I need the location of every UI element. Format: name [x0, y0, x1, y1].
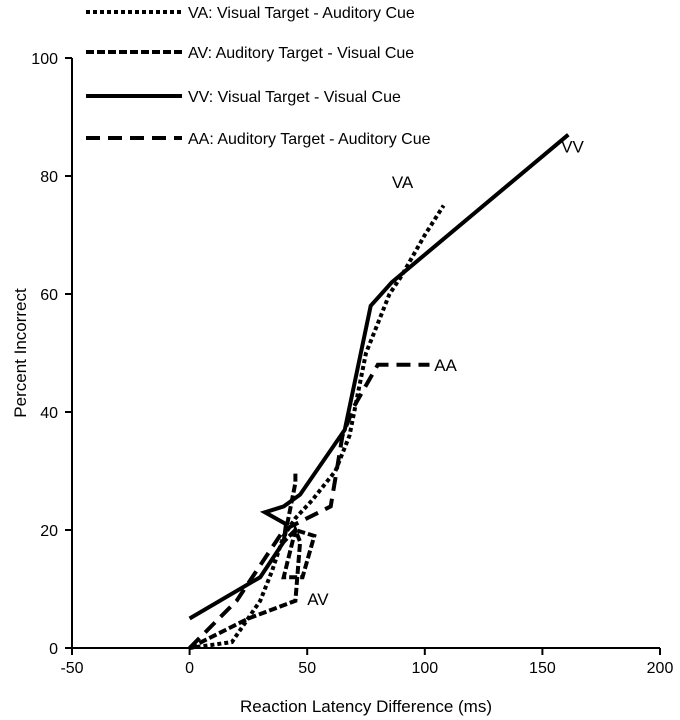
series-line-va	[189, 204, 446, 650]
legend-label-va: VA: Visual Target - Auditory Cue	[188, 5, 415, 22]
series-line-vv	[188, 133, 570, 621]
series-annotations: VA AV VV AA	[307, 137, 584, 608]
x-tick-label: -50	[60, 660, 83, 677]
y-tick-label: 80	[40, 169, 58, 186]
x-tick-label: 50	[298, 660, 316, 677]
annotation-vv: VV	[561, 137, 584, 156]
y-tick-label: 20	[40, 523, 58, 540]
series-line-aa	[188, 362, 430, 650]
x-tick-label: 0	[185, 660, 194, 677]
y-tick-label: 0	[49, 641, 58, 658]
y-tick-label: 40	[40, 405, 58, 422]
y-ticks: 0 20 40 60 80 100	[31, 51, 72, 658]
x-tick-label: 150	[529, 660, 556, 677]
x-ticks: -50 0 50 100 150 200	[60, 648, 673, 677]
annotation-aa: AA	[434, 356, 457, 375]
y-tick-label: 60	[40, 287, 58, 304]
legend: VA: Visual Target - Auditory Cue AV: Audi…	[86, 5, 431, 148]
legend-label-aa: AA: Auditory Target - Auditory Cue	[188, 131, 431, 148]
legend-label-vv: VV: Visual Target - Visual Cue	[188, 89, 401, 106]
legend-label-av: AV: Auditory Target - Visual Cue	[188, 45, 414, 62]
annotation-av: AV	[307, 590, 329, 609]
x-axis-title: Reaction Latency Difference (ms)	[240, 697, 492, 716]
x-tick-label: 200	[647, 660, 674, 677]
annotation-va: VA	[392, 173, 414, 192]
x-tick-label: 100	[411, 660, 438, 677]
y-tick-label: 100	[31, 51, 58, 68]
y-axis-title: Percent Incorrect	[11, 288, 30, 418]
series-group	[188, 133, 570, 650]
